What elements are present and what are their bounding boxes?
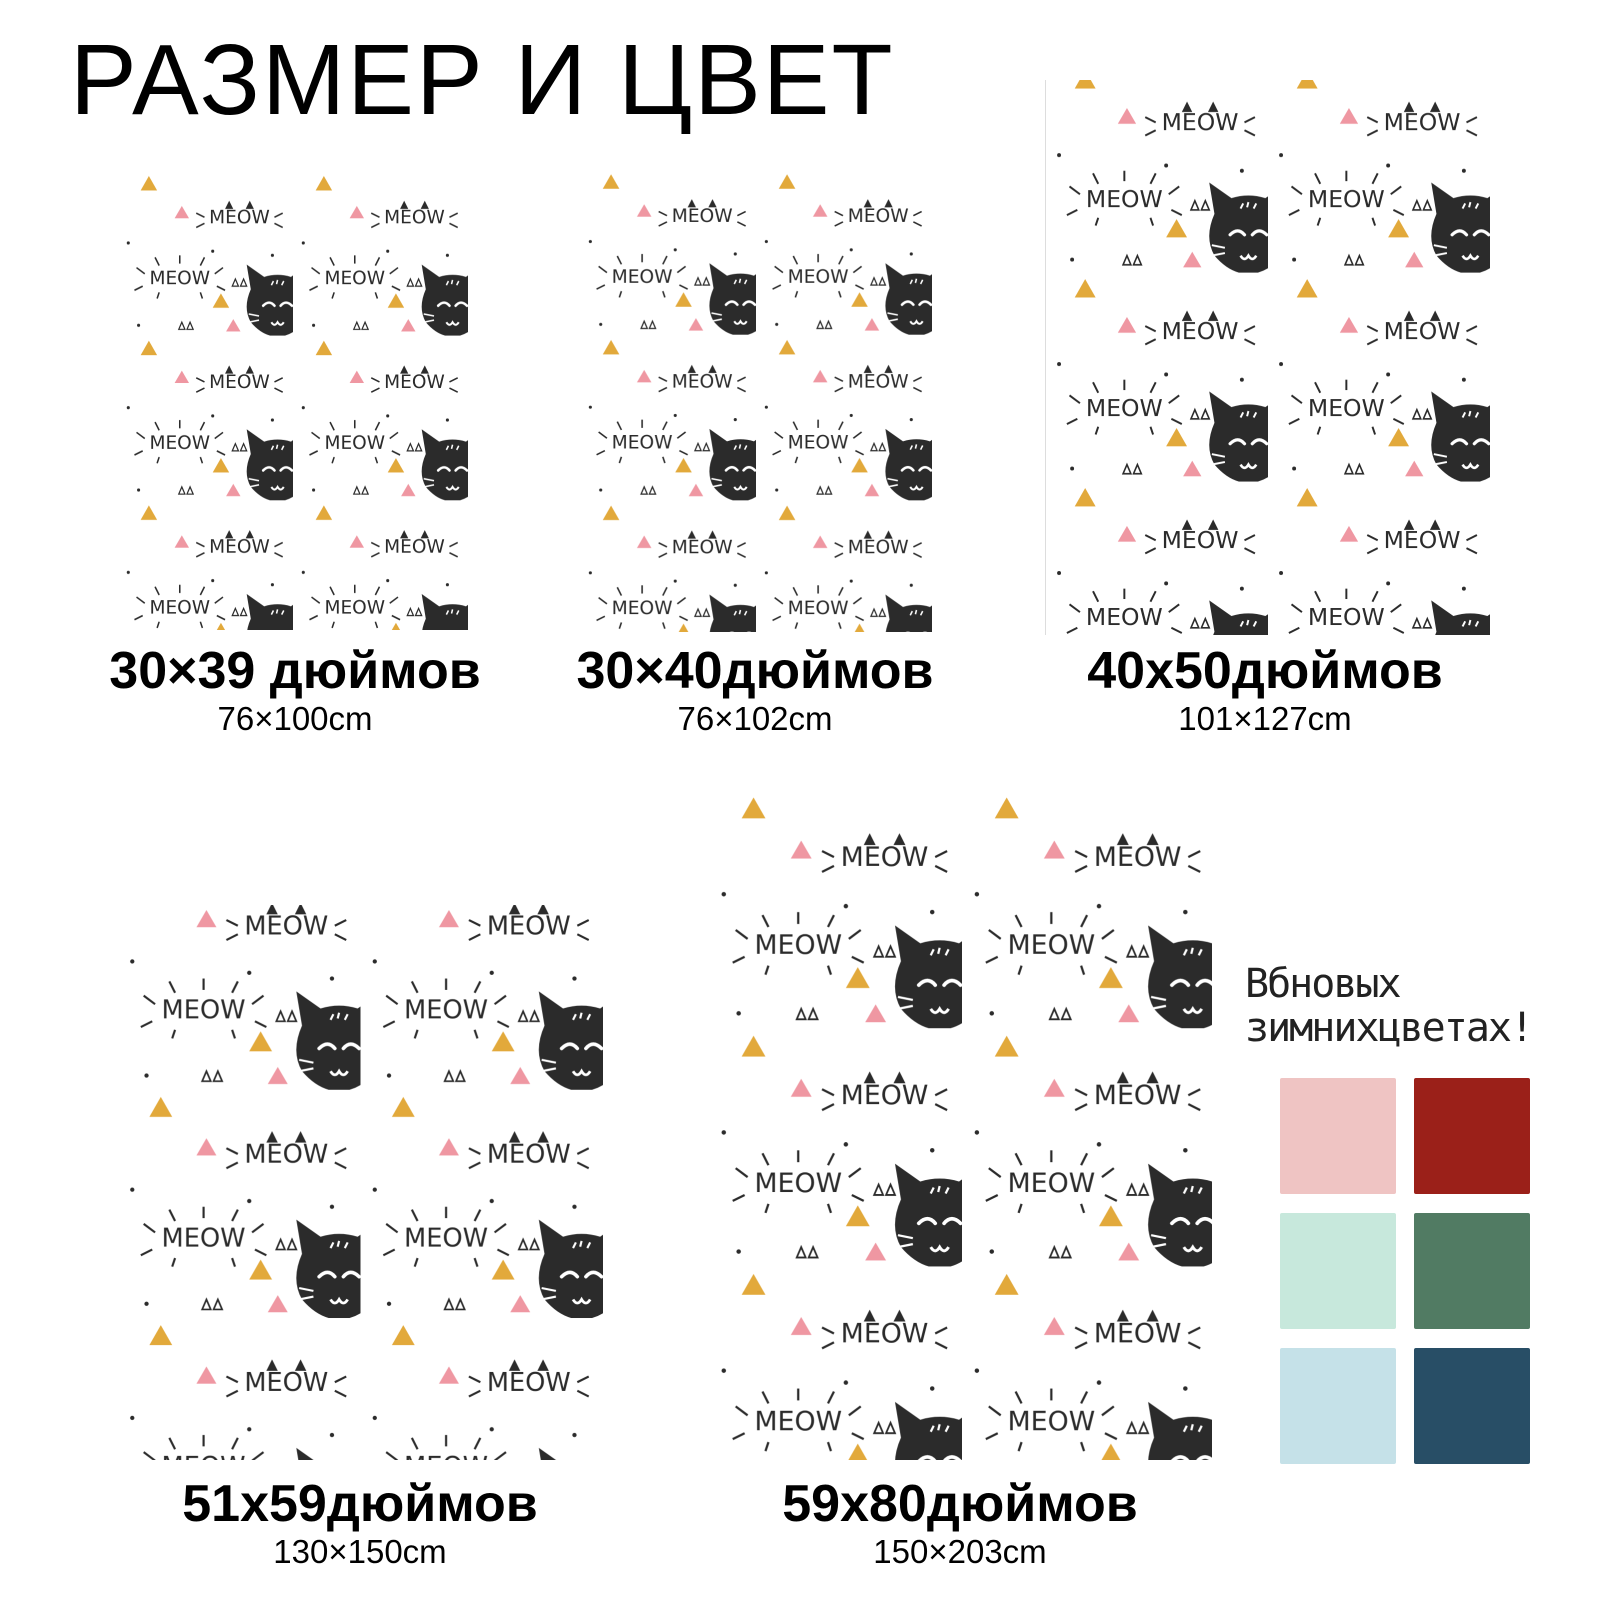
blanket-image-40x50: [1045, 80, 1490, 635]
size-inches-label: 30×39 дюймов: [109, 642, 481, 700]
color-swatch-navy[interactable]: [1414, 1348, 1530, 1464]
size-cm-label: 150×203cm: [873, 1533, 1047, 1570]
size-inches-label: 40x50дюймов: [1087, 642, 1443, 700]
color-swatch-dark-red[interactable]: [1414, 1078, 1530, 1194]
blanket-image-59x80: [712, 790, 1212, 1460]
blanket-image-30x39: [118, 175, 468, 630]
size-inches-label: 59x80дюймов: [782, 1475, 1138, 1533]
color-swatch-light-blue[interactable]: [1280, 1348, 1396, 1464]
size-cm-label: 130×150cm: [273, 1533, 447, 1570]
size-cm-label: 101×127cm: [1178, 700, 1352, 737]
color-swatch-mint[interactable]: [1280, 1213, 1396, 1329]
page-title: РАЗМЕР И ЦВЕТ: [70, 24, 895, 136]
winter-colors-note-line1: Вбновых: [1245, 961, 1402, 1007]
size-inches-label: 30×40дюймов: [576, 642, 934, 700]
winter-colors-note-line2: зимнихцветах!: [1245, 1005, 1534, 1051]
blanket-image-51x59: [118, 905, 603, 1460]
size-inches-label: 51x59дюймов: [182, 1475, 538, 1533]
blanket-image-30x40: [580, 172, 932, 632]
color-swatch-light-pink[interactable]: [1280, 1078, 1396, 1194]
size-cm-label: 76×102cm: [677, 700, 833, 737]
color-swatch-green[interactable]: [1414, 1213, 1530, 1329]
size-cm-label: 76×100cm: [217, 700, 373, 737]
winter-colors-note: Вбновых зимнихцветах!: [1245, 961, 1534, 1051]
